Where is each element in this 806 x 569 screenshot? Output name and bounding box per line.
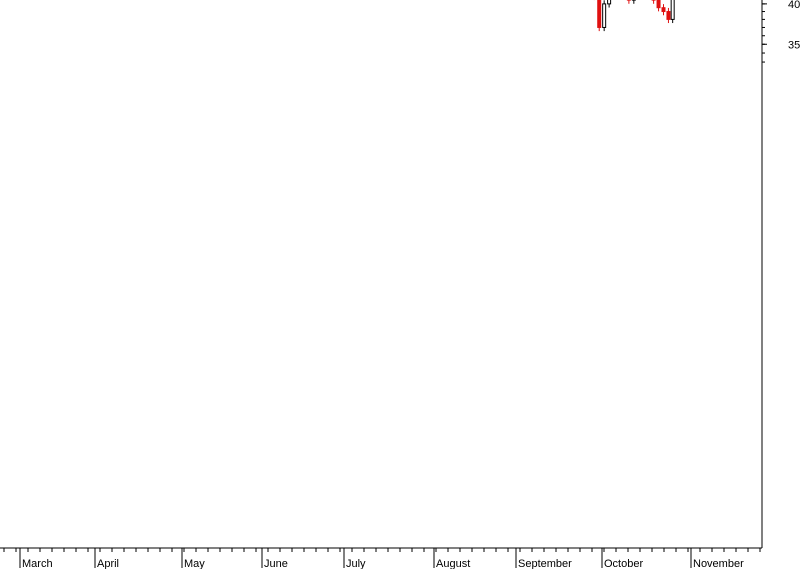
y-tick-label: 40 xyxy=(788,0,800,11)
x-month-label: June xyxy=(264,558,288,569)
y-axis: 35404550556065707580 xyxy=(761,0,800,548)
candle-down xyxy=(661,7,666,13)
candle-down xyxy=(666,11,671,20)
candle-up xyxy=(607,0,612,5)
plot-area xyxy=(593,0,675,32)
candle-down xyxy=(656,0,661,9)
candle-down xyxy=(597,0,602,28)
x-axis: March April May June July August September Octo… xyxy=(0,547,762,569)
x-month-label: July xyxy=(346,558,366,569)
x-month-label: October xyxy=(604,558,643,569)
x-month-label: April xyxy=(97,558,119,569)
x-month-label: November xyxy=(693,558,744,569)
y-tick-label: 35 xyxy=(788,39,800,51)
x-month-label: August xyxy=(436,558,470,569)
candle-up xyxy=(670,0,675,20)
x-month-label: May xyxy=(184,558,205,569)
x-month-label: September xyxy=(518,558,572,569)
candle-up xyxy=(602,3,607,28)
x-month-label: March xyxy=(22,558,53,569)
